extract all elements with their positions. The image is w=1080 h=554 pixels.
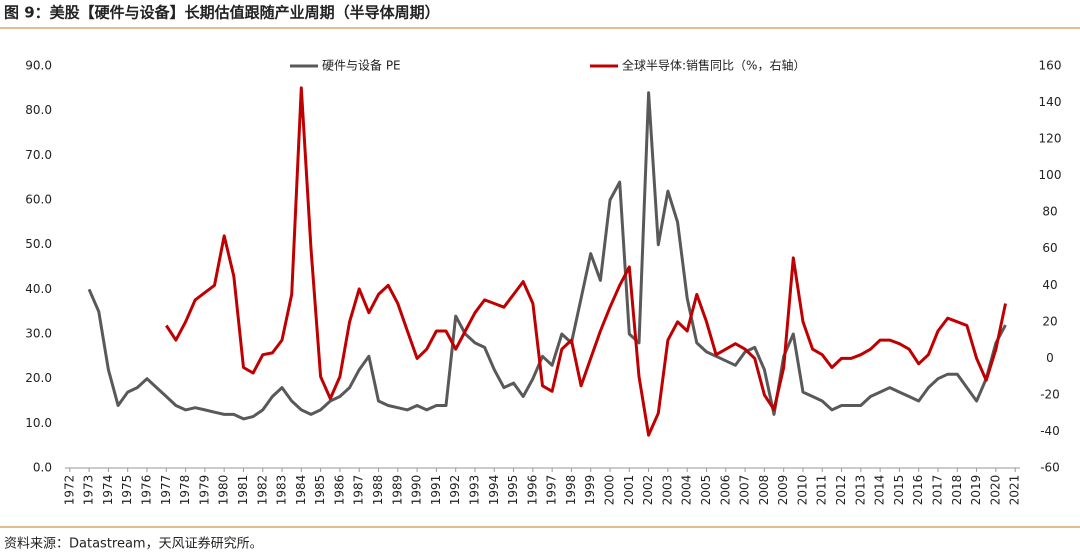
y-tick-label: 90.0: [25, 59, 52, 73]
y-tick-label: 0.0: [33, 461, 52, 475]
x-tick-label: 1976: [139, 475, 153, 506]
y2-tick-label: -40: [1040, 424, 1060, 438]
y2-tick-label: 120: [1039, 132, 1062, 146]
series-line: [165, 86, 1007, 437]
y-tick-label: 70.0: [25, 148, 52, 162]
x-tick-label: 2021: [1008, 475, 1022, 506]
x-tick-label: 1982: [255, 475, 269, 506]
y2-tick-label: 20: [1042, 314, 1057, 328]
x-tick-label: 2005: [699, 475, 713, 506]
x-tick-label: 2002: [641, 475, 655, 506]
x-tick-label: 2018: [950, 475, 964, 506]
x-tick-label: 1979: [197, 475, 211, 506]
y2-tick-label: 60: [1042, 241, 1057, 255]
x-tick-label: 2019: [969, 475, 983, 506]
y-tick-label: 40.0: [25, 282, 52, 296]
y-tick-label: 80.0: [25, 103, 52, 117]
x-tick-label: 1985: [313, 475, 327, 506]
x-tick-label: 2003: [660, 475, 674, 506]
y2-tick-label: -60: [1040, 461, 1060, 475]
x-tick-label: 2015: [892, 475, 906, 506]
x-tick-label: 2006: [718, 475, 732, 506]
y-tick-label: 50.0: [25, 237, 52, 251]
y-tick-label: 60.0: [25, 193, 52, 207]
x-tick-label: 1993: [467, 475, 481, 506]
chart-title: 图 9：美股【硬件与设备】长期估值跟随产业周期（半导体周期）: [4, 4, 440, 22]
x-tick-label: 1998: [564, 475, 578, 506]
x-tick-label: 1983: [275, 475, 289, 506]
x-tick-label: 2011: [815, 475, 829, 506]
x-tick-label: 1980: [217, 475, 231, 506]
x-tick-label: 2016: [911, 475, 925, 506]
x-tick-label: 2010: [795, 475, 809, 506]
x-tick-label: 2004: [680, 475, 694, 506]
y2-tick-label: 0: [1046, 351, 1054, 365]
x-tick-label: 2017: [931, 475, 945, 506]
x-tick-label: 1989: [390, 475, 404, 506]
x-tick-label: 2014: [873, 475, 887, 506]
legend-label: 全球半导体:销售同比（%，右轴）: [622, 58, 805, 73]
x-tick-label: 2020: [988, 475, 1002, 506]
x-tick-label: 2000: [603, 475, 617, 506]
y2-tick-label: 140: [1039, 95, 1062, 109]
x-tick-label: 1986: [332, 475, 346, 506]
x-tick-label: 1975: [120, 475, 134, 506]
x-tick-label: 1994: [487, 475, 501, 506]
x-tick-label: 1988: [371, 475, 385, 506]
x-tick-label: 1974: [101, 475, 115, 506]
y-tick-label: 30.0: [25, 327, 52, 341]
x-tick-label: 1977: [159, 475, 173, 506]
series-line: [87, 91, 1007, 421]
x-tick-label: 2009: [776, 475, 790, 506]
x-tick-label: 1978: [178, 475, 192, 506]
x-tick-label: 2012: [834, 475, 848, 506]
x-tick-label: 2001: [622, 475, 636, 506]
y-tick-label: 20.0: [25, 371, 52, 385]
x-tick-label: 2008: [757, 475, 771, 506]
x-tick-label: 1981: [236, 475, 250, 506]
y2-tick-label: 80: [1042, 205, 1057, 219]
y2-tick-label: 100: [1039, 168, 1062, 182]
legend-label: 硬件与设备 PE: [322, 59, 401, 73]
source: 资料来源：Datastream，天风证券研究所。: [4, 536, 263, 552]
x-tick-label: 1997: [545, 475, 559, 506]
x-tick-label: 1972: [62, 475, 76, 506]
x-tick-label: 2007: [738, 475, 752, 506]
x-tick-label: 2013: [853, 475, 867, 506]
y2-tick-label: -20: [1040, 387, 1060, 401]
x-tick-label: 1984: [294, 475, 308, 506]
y2-tick-label: 160: [1039, 59, 1062, 73]
x-tick-label: 1992: [448, 475, 462, 506]
x-tick-label: 1990: [410, 475, 424, 506]
x-tick-label: 1995: [506, 475, 520, 506]
x-tick-label: 1991: [429, 475, 443, 506]
x-tick-label: 1973: [82, 475, 96, 506]
x-tick-label: 1999: [583, 475, 597, 506]
y-tick-label: 10.0: [25, 416, 52, 430]
x-tick-label: 1996: [525, 475, 539, 506]
x-tick-label: 1987: [352, 475, 366, 506]
y2-tick-label: 40: [1042, 278, 1057, 292]
